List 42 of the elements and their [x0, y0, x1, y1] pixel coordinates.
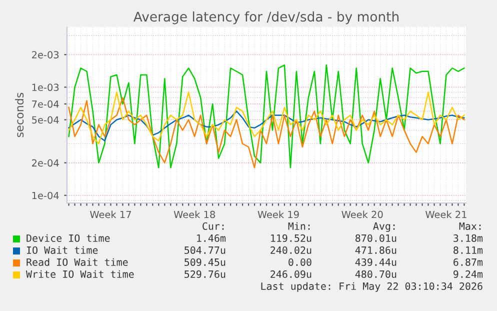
x-tick-label: Week 20 [342, 210, 383, 218]
text: Last update: Fri May 22 03:10:34 2026 [261, 282, 482, 292]
text: 504.77u [184, 246, 226, 254]
text: Cur: [202, 222, 224, 230]
text: Max: [459, 222, 481, 230]
text: 870.01u [355, 234, 396, 242]
text: 529.76u [184, 270, 226, 278]
text: 119.52u [271, 234, 312, 242]
legend-label: Write IO Wait time [26, 270, 134, 278]
line-series [68, 110, 465, 142]
text: 6.87m [454, 258, 483, 266]
text: 439.44u [355, 258, 396, 266]
legend-label: Read IO Wait time [26, 258, 128, 266]
text: 3.18m [454, 234, 483, 242]
x-tick-label: Week 19 [258, 210, 299, 218]
line-series [68, 97, 465, 168]
text: Min: [288, 222, 310, 230]
legend-label: IO Wait time [26, 246, 98, 254]
line-series [68, 64, 465, 168]
legend-label: Device IO time [26, 234, 110, 242]
text: 480.70u [355, 270, 396, 278]
x-tick-label: Week 21 [426, 210, 466, 218]
text: 246.09u [270, 270, 312, 278]
text: 9.24m [454, 270, 483, 278]
text: 1.46m [197, 234, 226, 242]
chart-title: Average latency for /dev/sda - by month [133, 11, 399, 24]
y-tick-label: 2e-04 [32, 159, 59, 167]
y-tick-label: 1e-03 [32, 84, 59, 92]
text: 240.02u [270, 246, 312, 254]
text: 8.11m [454, 246, 483, 254]
y-tick-label: 5e-04 [32, 116, 59, 124]
x-tick-label: Week 17 [90, 210, 131, 218]
text: 0.00 [288, 258, 312, 266]
y-tick-label: 7e-04 [32, 100, 59, 108]
y-axis-title: seconds [15, 92, 24, 138]
text: 509.45u [184, 258, 226, 266]
text: 471.86u [355, 246, 396, 254]
line-series [68, 92, 465, 144]
y-tick-label: 1e-04 [32, 192, 59, 200]
x-tick-label: Week 18 [174, 210, 215, 218]
y-tick-label: 2e-03 [32, 51, 59, 58]
text: Avg: [373, 222, 395, 232]
